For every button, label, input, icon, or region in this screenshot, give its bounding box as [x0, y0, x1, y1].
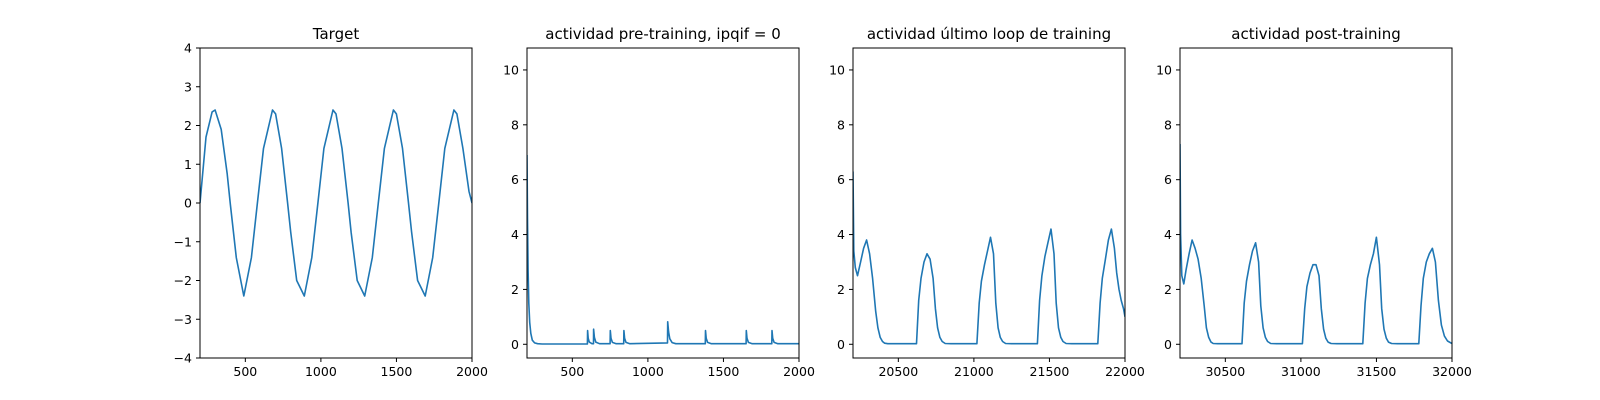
- subplot-pre-training: actividad pre-training, ipqif = 0 500 1000…: [503, 25, 815, 379]
- y-tick-label: 6: [837, 172, 845, 187]
- y-tick-label: 4: [1164, 227, 1172, 242]
- y-tick-label: 0: [511, 337, 519, 352]
- y-tick-label: 2: [837, 282, 845, 297]
- y-tick-label: −2: [174, 273, 192, 288]
- x-tick-label: 1500: [381, 364, 413, 379]
- series-line-0: [1180, 143, 1452, 345]
- y-tick-label: 0: [184, 196, 192, 211]
- y-tick-label: 2: [511, 282, 519, 297]
- series-line-0: [853, 171, 1125, 345]
- axes-frame: [852, 47, 1126, 359]
- chart-title: actividad pre-training, ipqif = 0: [545, 25, 781, 43]
- x-tick-label: 2000: [783, 364, 815, 379]
- y-tick-label: 3: [184, 79, 192, 94]
- series-line-0: [527, 154, 799, 345]
- y-tick-label: 1: [184, 157, 192, 172]
- x-tick-label: 500: [233, 364, 257, 379]
- chart-title: Target: [312, 25, 360, 43]
- y-tick-label: −1: [174, 234, 192, 249]
- y-tick-label: 2: [184, 118, 192, 133]
- y-tick-label: −3: [174, 312, 192, 327]
- x-tick-label: 500: [560, 364, 584, 379]
- x-tick-label: 21000: [954, 364, 994, 379]
- subplot-post-training: actividad post-training 30500 31000 31500 32…: [1156, 25, 1472, 379]
- subplot-target: Target 500 1000 1500 2000 −4 −3 −2 −1 0 1 2 3 4: [174, 25, 488, 379]
- x-tick-label: 1500: [708, 364, 740, 379]
- chart-title: actividad último loop de training: [867, 25, 1111, 43]
- y-tick-label: 6: [511, 172, 519, 187]
- axes-frame: [526, 47, 800, 359]
- x-tick-label: 2000: [456, 364, 488, 379]
- x-tick-label: 31000: [1281, 364, 1321, 379]
- series-line-0: [200, 109, 472, 297]
- x-tick-label: 31500: [1357, 364, 1397, 379]
- y-tick-label: −4: [174, 351, 192, 366]
- x-tick-label: 1000: [305, 364, 337, 379]
- y-tick-label: 0: [1164, 337, 1172, 352]
- axes-frame: [1179, 47, 1453, 359]
- y-tick-label: 10: [503, 62, 519, 77]
- chart-title: actividad post-training: [1231, 25, 1400, 43]
- y-tick-label: 0: [837, 337, 845, 352]
- y-tick-label: 8: [837, 117, 845, 132]
- y-tick-label: 4: [837, 227, 845, 242]
- y-tick-label: 10: [829, 62, 845, 77]
- x-tick-label: 22000: [1105, 364, 1145, 379]
- y-tick-label: 8: [1164, 117, 1172, 132]
- y-tick-label: 6: [1164, 172, 1172, 187]
- y-tick-label: 4: [511, 227, 519, 242]
- y-tick-label: 8: [511, 117, 519, 132]
- x-tick-label: 1000: [632, 364, 664, 379]
- y-tick-label: 4: [184, 41, 192, 56]
- y-tick-label: 2: [1164, 282, 1172, 297]
- x-tick-label: 30500: [1205, 364, 1245, 379]
- y-tick-label: 10: [1156, 62, 1172, 77]
- x-tick-label: 32000: [1432, 364, 1472, 379]
- x-tick-label: 21500: [1030, 364, 1070, 379]
- x-tick-label: 20500: [878, 364, 918, 379]
